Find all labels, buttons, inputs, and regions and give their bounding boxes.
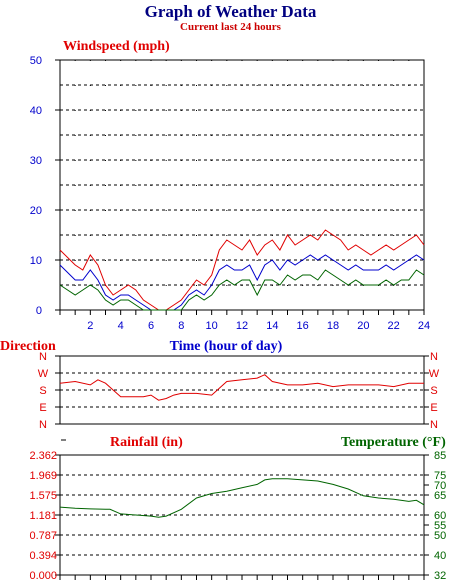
temp-ytick-label: 70 <box>434 480 446 492</box>
direction-left-label: E <box>39 402 46 414</box>
wind-ytick-label: 10 <box>30 255 42 267</box>
temperature-series-line <box>59 478 425 518</box>
wind-panel-title: Windspeed (mph) <box>63 39 170 54</box>
rain-ytick-label: 0.787 <box>29 530 57 542</box>
wind-xtick-label: 10 <box>206 320 218 332</box>
rain-ytick-label: 1.969 <box>29 470 57 482</box>
temp-ytick-label: 40 <box>434 550 446 562</box>
temp-ytick-label: 75 <box>434 470 446 482</box>
direction-right-label: W <box>429 368 440 380</box>
direction-right-label: S <box>430 385 437 397</box>
wind-xtick-label: 18 <box>327 320 339 332</box>
temp-ytick-label: 65 <box>434 490 446 502</box>
temp-ytick-label: 60 <box>434 510 446 522</box>
wind-ytick-label: 40 <box>30 105 42 117</box>
rain-ytick-label: 2.362 <box>29 450 57 462</box>
wind-series-line <box>59 269 425 311</box>
wind-ytick-label: 20 <box>30 205 42 217</box>
temp-ytick-label: 85 <box>434 450 446 462</box>
rain-ytick-label: 0.394 <box>29 550 57 562</box>
wind-xtick-label: 2 <box>87 320 93 332</box>
direction-right-label: E <box>430 402 437 414</box>
wind-xtick-label: 8 <box>178 320 184 332</box>
direction-left-label: N <box>39 419 47 431</box>
wind-xtick-label: 20 <box>357 320 369 332</box>
temp-ytick-label: 50 <box>434 530 446 542</box>
page-title: Graph of Weather Data <box>144 2 317 21</box>
wind-xtick-label: 12 <box>236 320 248 332</box>
wind-xtick-label: 22 <box>388 320 400 332</box>
wind-xtick-label: 14 <box>266 320 278 332</box>
direction-right-label: N <box>430 419 438 431</box>
direction-left-label: W <box>38 368 49 380</box>
rain-ytick-label: 0.000 <box>29 570 57 582</box>
direction-series-line <box>59 374 424 401</box>
temperature-label: Temperature (°F) <box>341 435 446 450</box>
direction-left-label: S <box>39 385 46 397</box>
rainfall-label: Rainfall (in) <box>110 435 183 450</box>
wind-series-line <box>59 229 425 311</box>
page-subtitle: Current last 24 hours <box>180 21 281 33</box>
direction-panel-title: Direction <box>0 339 56 354</box>
temp-ytick-label: 55 <box>434 520 446 532</box>
wind-ytick-label: 50 <box>30 55 42 67</box>
wind-ytick-label: 30 <box>30 155 42 167</box>
direction-left-label: N <box>39 351 47 363</box>
rain-ytick-label: 1.575 <box>29 490 57 502</box>
wind-xlabel: Time (hour of day) <box>170 339 283 354</box>
wind-series-line <box>59 254 425 311</box>
wind-xtick-label: 4 <box>118 320 124 332</box>
wind-ytick-label: 0 <box>36 305 42 317</box>
rain-ytick-label: 1.181 <box>29 510 57 522</box>
wind-xtick-label: 16 <box>297 320 309 332</box>
temp-ytick-label: 32 <box>434 570 446 582</box>
wind-xtick-label: 6 <box>148 320 154 332</box>
wind-xtick-label: 24 <box>418 320 430 332</box>
direction-right-label: N <box>430 351 438 363</box>
